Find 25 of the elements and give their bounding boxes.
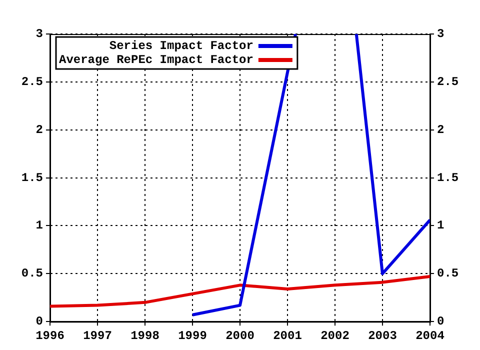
y2-tick-label: 1 [437, 218, 444, 233]
y2-tick-label: 3 [437, 27, 444, 42]
y2-tick-label: 1.5 [437, 170, 459, 185]
y2-tick-label: 0 [437, 314, 444, 329]
legend-label: Average RePEc Impact Factor [58, 53, 254, 68]
y-tick-label: 1.5 [21, 170, 43, 185]
y-tick-label: 1 [36, 218, 43, 233]
y-tick-label: 2 [36, 122, 43, 137]
x-tick-label: 1996 [36, 328, 64, 343]
x-tick-label: 2001 [273, 328, 302, 343]
x-tick-label: 1999 [178, 328, 207, 343]
y-tick-label: 0 [36, 314, 43, 329]
x-tick-label: 2000 [226, 328, 254, 343]
x-tick-label: 2004 [416, 328, 444, 343]
y-tick-label: 2.5 [21, 74, 43, 89]
x-tick-label: 2003 [368, 328, 397, 343]
x-tick-label: 1998 [130, 328, 160, 343]
y2-tick-label: 2 [437, 122, 444, 137]
y2-tick-label: 0.5 [437, 266, 459, 281]
y2-tick-label: 2.5 [437, 74, 459, 89]
x-tick-label: 2002 [320, 328, 350, 343]
legend-label: Series Impact Factor [109, 39, 254, 54]
x-tick-label: 1997 [83, 328, 112, 343]
y-tick-label: 3 [36, 27, 43, 42]
y-tick-label: 0.5 [21, 266, 43, 281]
